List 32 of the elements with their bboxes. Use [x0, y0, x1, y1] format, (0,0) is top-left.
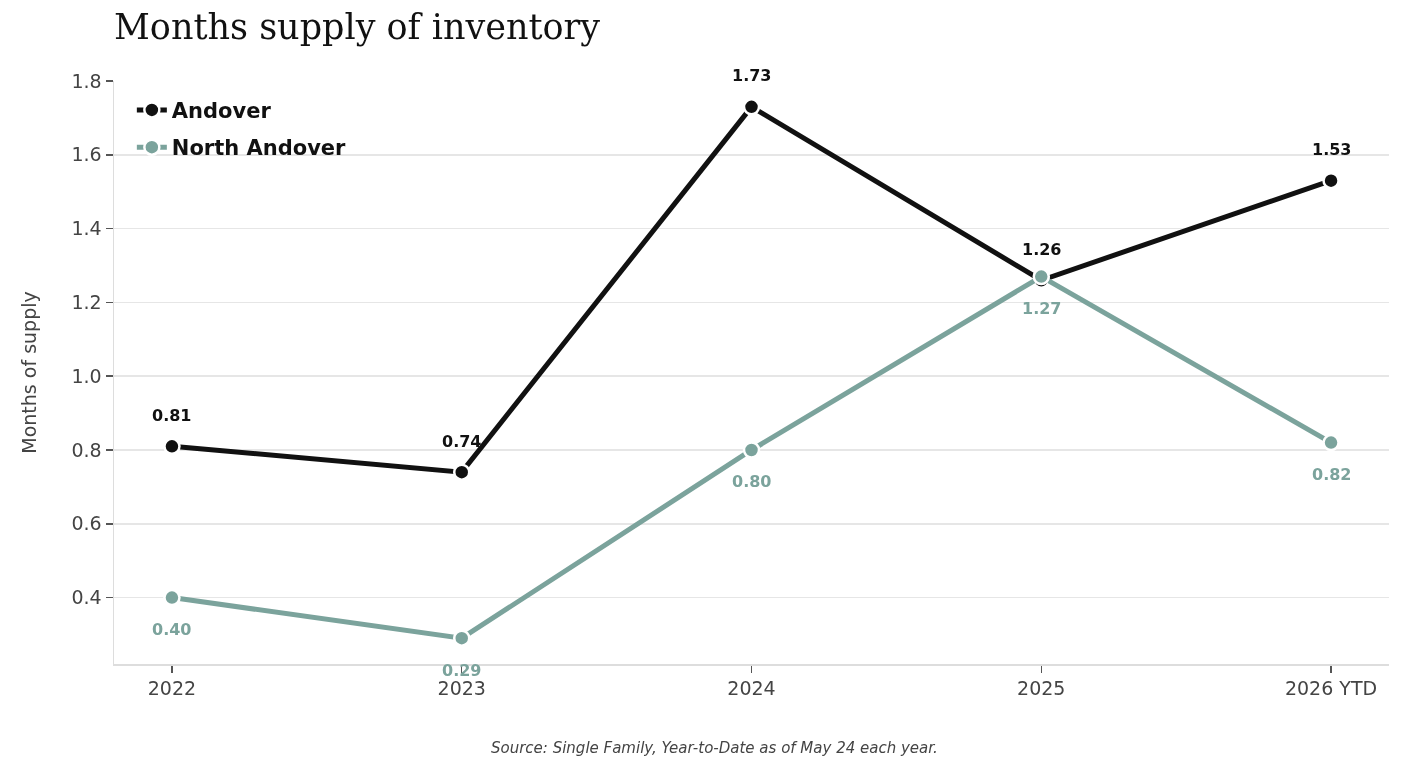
y-tick-label: 1.8	[71, 69, 102, 92]
y-tick-label: 1.0	[71, 364, 102, 387]
y-axis-title: Months of supply	[17, 291, 40, 454]
data-label: 0.74	[442, 432, 482, 451]
data-label: 0.80	[732, 472, 772, 491]
x-tick-label: 2026 YTD	[1284, 677, 1378, 700]
y-tick-label: 1.4	[71, 217, 102, 240]
x-tick-label: 2024	[727, 677, 776, 700]
data-label: 0.29	[442, 661, 482, 680]
point	[742, 98, 761, 116]
data-label: 0.82	[1312, 465, 1352, 484]
y-tick-label: 0.4	[71, 586, 102, 609]
x-tick-label: 2022	[147, 677, 197, 700]
data-label: 1.26	[1022, 240, 1062, 259]
legend-label: Andover	[171, 99, 272, 124]
y-tick-label: 0.6	[71, 512, 102, 535]
data-label: 1.27	[1022, 299, 1062, 318]
chart-title: Months supply of inventory	[114, 6, 601, 47]
x-tick-label: 2025	[1017, 677, 1066, 700]
y-tick-label: 0.8	[71, 438, 102, 461]
data-label: 1.73	[732, 66, 772, 85]
x-tick-label: 2023	[437, 677, 486, 700]
point	[452, 629, 471, 647]
point	[452, 463, 471, 481]
data-label: 0.40	[152, 620, 192, 639]
y-tick-label: 1.2	[71, 291, 102, 314]
data-label: 1.53	[1312, 140, 1352, 159]
data-label: 0.81	[152, 406, 192, 425]
point	[742, 441, 761, 459]
legend-label: North Andover	[171, 136, 347, 161]
source-note: Source: Single Family, Year-to-Date as of May 24 each year.	[491, 739, 938, 757]
y-tick-label: 1.6	[71, 143, 102, 166]
